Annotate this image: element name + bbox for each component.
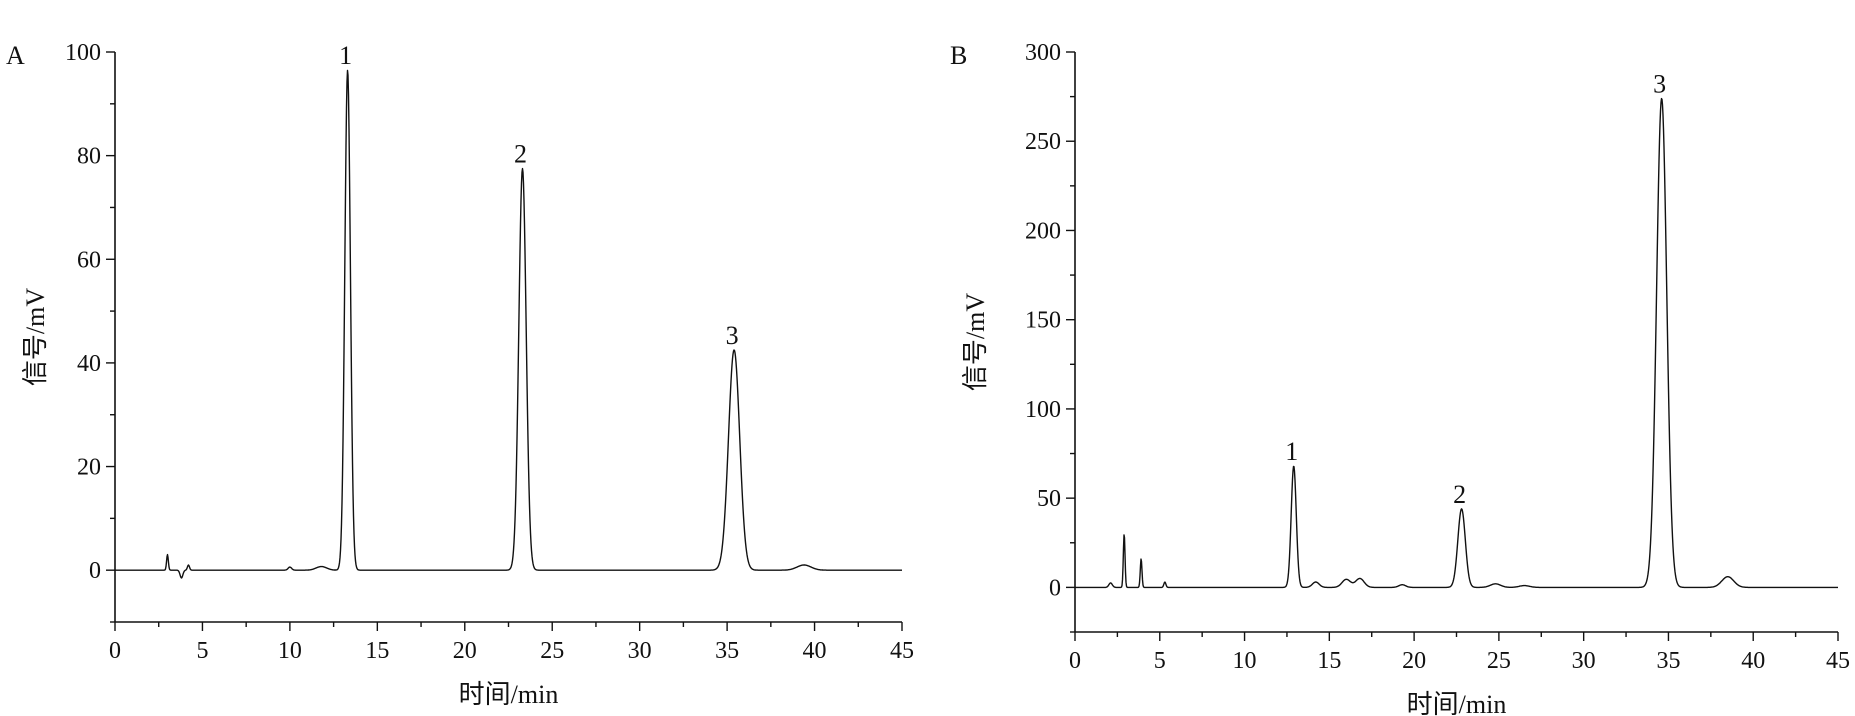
chart-panel-b: 0 5 10 15 20 25 30 35 40 45 0 50 100 150 200 250 300 时间/m… xyxy=(950,40,1850,716)
peak-label: 1 xyxy=(1285,437,1298,466)
x-tick-label: 20 xyxy=(453,638,477,664)
panel-letter: A xyxy=(6,41,25,70)
x-axis-title: 时间/min xyxy=(1407,690,1507,716)
peak-label: 1 xyxy=(339,41,352,70)
y-tick-label: 100 xyxy=(1025,397,1061,423)
chromatogram-trace xyxy=(1074,97,1839,589)
y-tick-label: 50 xyxy=(1037,486,1061,512)
y-tick-label: 0 xyxy=(1049,575,1061,601)
y-tick-label: 300 xyxy=(1025,40,1061,66)
x-tick-label: 15 xyxy=(1317,648,1341,674)
x-tick-label: 5 xyxy=(196,638,208,664)
x-tick-label: 15 xyxy=(365,638,389,664)
panel-letter: B xyxy=(950,41,967,70)
x-tick-label: 20 xyxy=(1402,648,1426,674)
chart-panel-a: 0 5 10 15 20 25 30 35 40 45 0 20 40 60 80 100 时间/min 信号/m… xyxy=(6,40,914,709)
y-tick-label: 40 xyxy=(77,351,101,377)
chromatogram-trace xyxy=(114,69,903,579)
y-tick-label: 250 xyxy=(1025,129,1061,155)
y-axis-title: 信号/mV xyxy=(21,288,50,386)
peak-label: 2 xyxy=(514,140,527,169)
x-tick-label: 5 xyxy=(1154,648,1166,674)
x-tick-label: 0 xyxy=(1069,648,1081,674)
x-tick-label: 0 xyxy=(109,638,121,664)
y-tick-label: 150 xyxy=(1025,308,1061,334)
peak-label: 2 xyxy=(1453,480,1466,509)
y-axis-title: 信号/mV xyxy=(961,293,990,391)
peak-label: 3 xyxy=(726,321,739,350)
x-tick-label: 40 xyxy=(1741,648,1765,674)
x-tick-label: 10 xyxy=(1233,648,1257,674)
y-tick-label: 80 xyxy=(77,144,101,170)
x-tick-label: 40 xyxy=(803,638,827,664)
x-tick-label: 30 xyxy=(1572,648,1596,674)
x-tick-label: 10 xyxy=(278,638,302,664)
y-tick-label: 20 xyxy=(77,455,101,481)
x-tick-label: 45 xyxy=(890,638,914,664)
y-tick-label: 0 xyxy=(89,558,101,584)
x-tick-label: 25 xyxy=(540,638,564,664)
x-axis-title: 时间/min xyxy=(459,680,559,709)
peak-label: 3 xyxy=(1653,69,1666,98)
x-tick-label: 35 xyxy=(1656,648,1680,674)
x-tick-label: 35 xyxy=(715,638,739,664)
x-tick-label: 45 xyxy=(1826,648,1850,674)
x-tick-label: 30 xyxy=(628,638,652,664)
x-tick-label: 25 xyxy=(1487,648,1511,674)
y-tick-label: 60 xyxy=(77,247,101,273)
y-tick-label: 200 xyxy=(1025,218,1061,244)
y-tick-label: 100 xyxy=(65,40,101,66)
